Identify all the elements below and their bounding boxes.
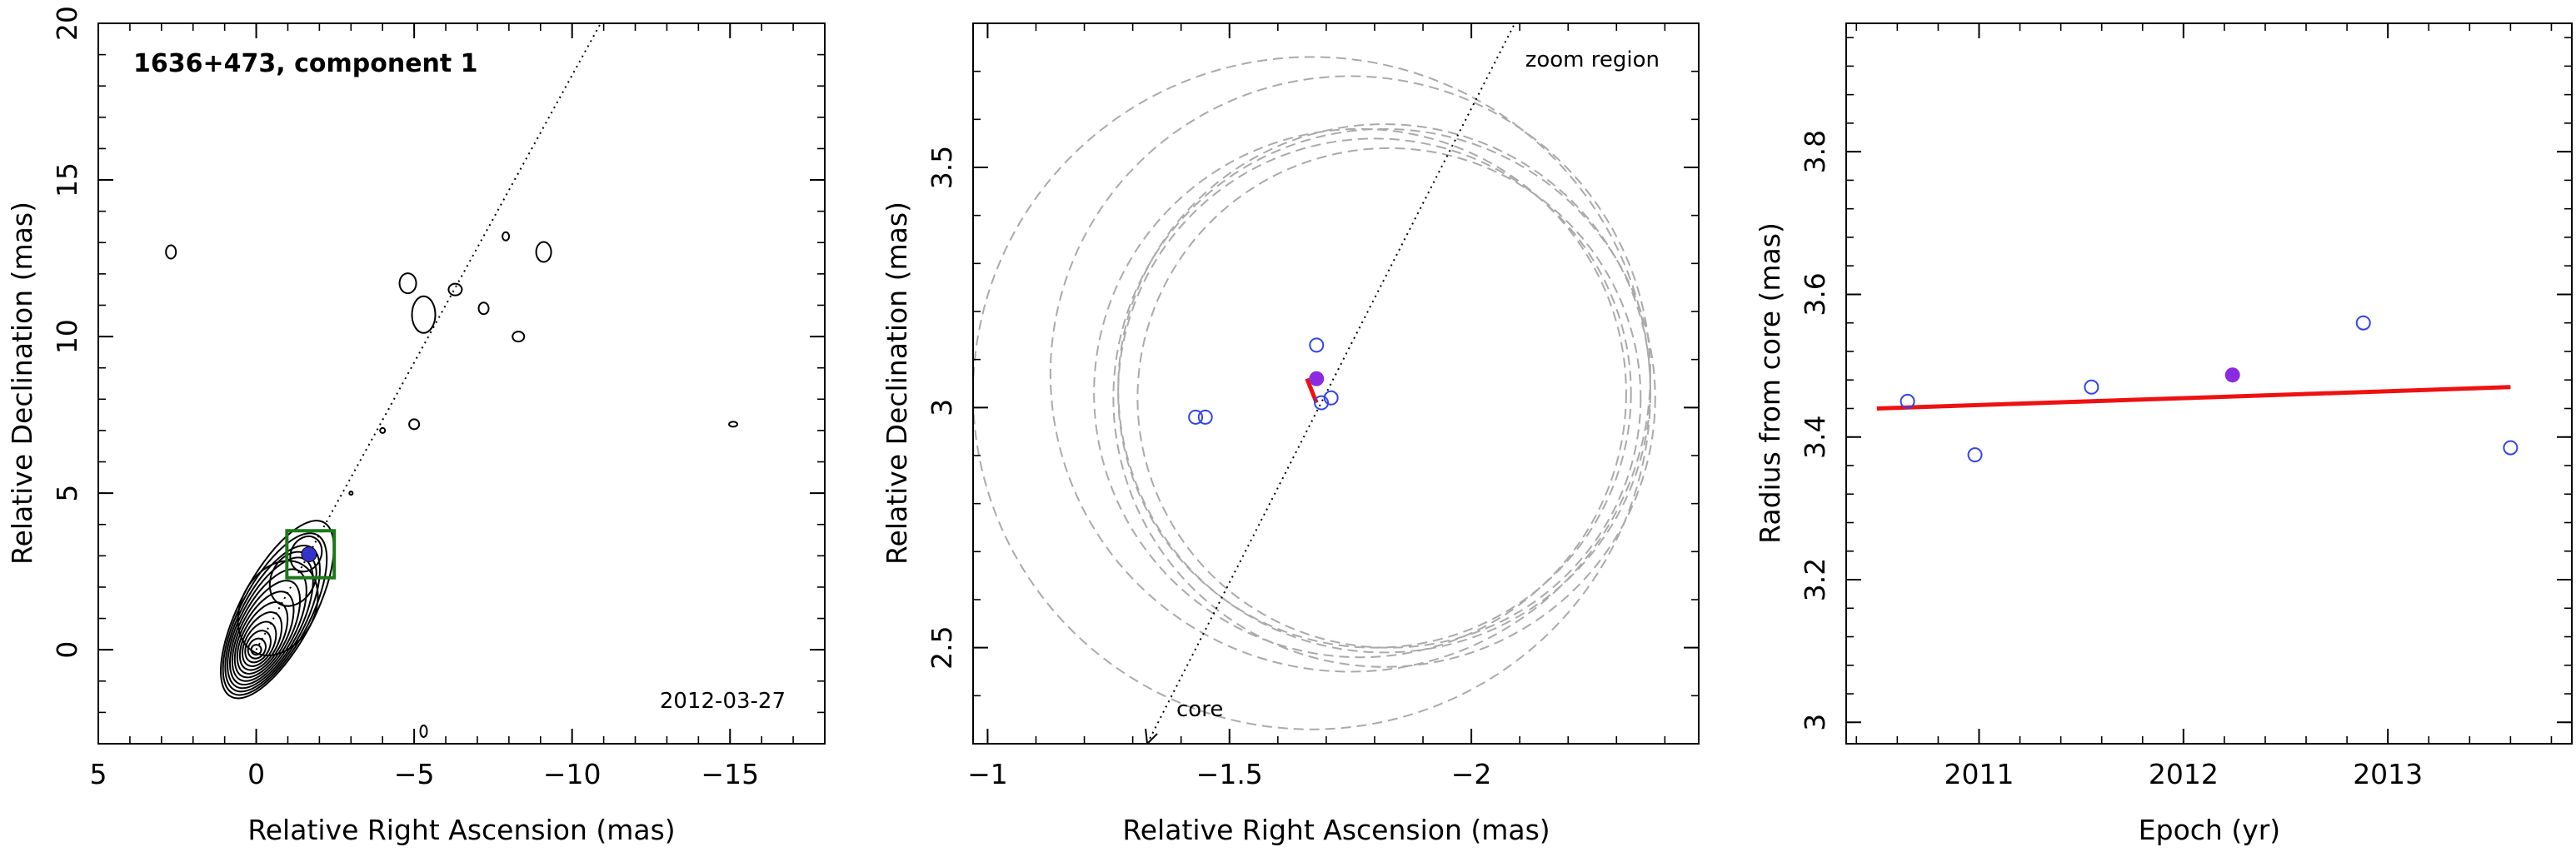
contour-level xyxy=(222,532,328,696)
map-overlays xyxy=(255,23,602,650)
data-point-open xyxy=(2084,379,2099,395)
contour-level xyxy=(289,535,323,573)
contour-blob xyxy=(411,295,437,334)
contour-blob xyxy=(477,301,490,316)
core-arrow xyxy=(1145,728,1158,744)
fit-line xyxy=(1876,385,2511,411)
panel-contour-map: 5 0 −5 −10 −15 0 5 10 15 20 1636+473, component 1… xyxy=(6,6,826,846)
y-axis-label: Relative Declination (mas) xyxy=(881,202,913,565)
data-point-open xyxy=(1314,395,1330,411)
contour-map xyxy=(165,231,739,738)
data-point-filled xyxy=(1309,371,1325,386)
x-tick-label: −10 xyxy=(543,758,602,790)
contour-level xyxy=(233,590,295,679)
y-tick-label: 3.5 xyxy=(926,146,958,189)
plot-frame xyxy=(972,22,1700,745)
x-axis-label: Relative Right Ascension (mas) xyxy=(1122,814,1550,846)
contour-level xyxy=(250,644,262,656)
contour-blob xyxy=(447,282,463,296)
radius-marks xyxy=(1876,315,2519,463)
contour-level xyxy=(237,560,319,657)
contour-blob xyxy=(535,241,552,263)
jet-direction-line xyxy=(1146,23,1516,744)
x-axis-label: Relative Right Ascension (mas) xyxy=(247,814,675,846)
axis-ticks: 5 0 −5 −10 −15 0 5 10 15 20 xyxy=(51,6,826,790)
plot-frame xyxy=(1845,22,2573,745)
x-tick-label: 2012 xyxy=(2149,758,2219,790)
data-point-open xyxy=(1967,447,1983,463)
contour-blob xyxy=(379,426,387,434)
beam-ellipse xyxy=(1093,127,1627,659)
y-tick-label: 0 xyxy=(51,641,83,659)
data-point-open xyxy=(1197,409,1213,425)
contour-level xyxy=(220,520,335,700)
contour-blob xyxy=(408,418,421,431)
contour-blob xyxy=(398,272,417,295)
component-marker xyxy=(301,546,317,562)
beam-ellipses xyxy=(973,56,1656,730)
y-tick-label: 3 xyxy=(926,399,958,416)
y-tick-label: 10 xyxy=(51,319,83,354)
zoom-box xyxy=(285,529,337,580)
beam-ellipse xyxy=(1136,147,1642,649)
data-point-open xyxy=(2355,315,2371,331)
x-tick-label: 0 xyxy=(247,758,265,790)
data-point-open xyxy=(1900,393,1915,409)
y-tick-label: 5 xyxy=(51,485,83,502)
zoom-marks xyxy=(1145,23,1516,744)
core-label: core xyxy=(1176,697,1223,722)
y-axis-label: Radius from core (mas) xyxy=(1754,222,1786,544)
data-point-open xyxy=(2503,440,2519,456)
y-tick-label: 2.5 xyxy=(926,625,958,669)
epoch-label: 2012-03-27 xyxy=(660,689,786,714)
beam-ellipse xyxy=(1117,123,1651,654)
y-tick-label: 3.8 xyxy=(1799,130,1831,173)
y-tick-label: 3.2 xyxy=(1799,558,1831,601)
x-tick-label: −2 xyxy=(1451,758,1492,790)
contour-level xyxy=(244,630,272,664)
x-tick-label: 2011 xyxy=(1944,758,2014,790)
panel-radius-epoch: 2011 2012 2013 3 3.2 3.4 3.6 3.8 Epoch (yr) Rad… xyxy=(1754,22,2573,846)
contour-blob xyxy=(348,491,354,496)
x-tick-label: 5 xyxy=(90,758,107,790)
contour-blob xyxy=(165,244,177,260)
panel-zoom-region: −1 −1.5 −2 2.5 3 3.5 zoom region core Relativ… xyxy=(881,22,1700,846)
panel-title: 1636+473, component 1 xyxy=(133,49,478,78)
y-axis-label: Relative Declination (mas) xyxy=(6,202,38,565)
contour-blob xyxy=(728,421,739,428)
x-tick-label: 2013 xyxy=(2353,758,2423,790)
contour-blob xyxy=(512,331,526,343)
y-tick-label: 20 xyxy=(51,6,83,41)
fit-segment xyxy=(1305,377,1319,404)
beam-ellipse xyxy=(1117,137,1632,649)
axis-ticks: −1 −1.5 −2 2.5 3 3.5 xyxy=(926,22,1699,790)
data-point-filled xyxy=(2224,367,2240,383)
contour-blob xyxy=(419,724,428,738)
x-tick-label: −15 xyxy=(701,758,759,790)
axis-ticks: 2011 2012 2013 3 3.2 3.4 3.6 3.8 xyxy=(1799,23,2572,790)
x-tick-label: −5 xyxy=(394,758,435,790)
contour-blob xyxy=(502,231,511,242)
y-tick-label: 3.6 xyxy=(1799,272,1831,316)
x-axis-label: Epoch (yr) xyxy=(2139,814,2280,846)
data-point-open xyxy=(1188,409,1204,425)
y-tick-label: 3.4 xyxy=(1799,415,1831,458)
data-point-open xyxy=(1309,337,1325,353)
beam-ellipse xyxy=(1112,127,1656,668)
x-tick-label: −1.5 xyxy=(1196,758,1263,790)
plot-frame xyxy=(97,22,826,745)
jet-direction-line xyxy=(255,23,602,650)
data-point-open xyxy=(1323,390,1339,406)
zoom-region-label: zoom region xyxy=(1525,47,1660,72)
y-tick-label: 3 xyxy=(1799,714,1831,731)
x-tick-label: −1 xyxy=(967,758,1008,790)
contour-level xyxy=(231,580,302,682)
y-tick-label: 15 xyxy=(51,162,83,197)
